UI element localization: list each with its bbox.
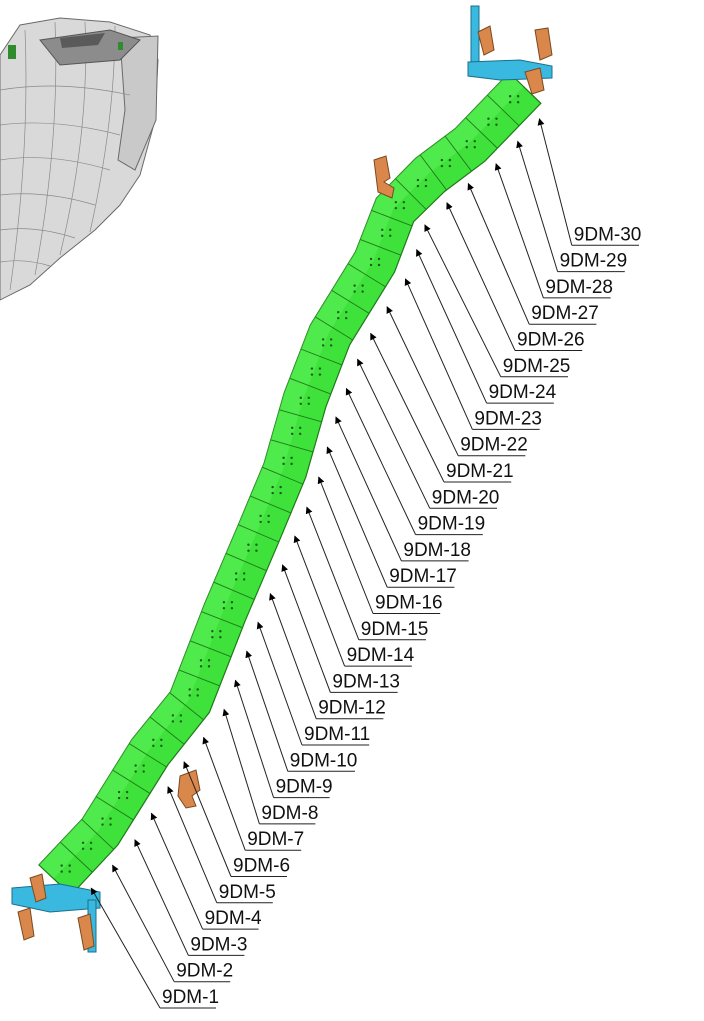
leader-arrow: [357, 358, 431, 509]
module-label: 9DM-2: [176, 961, 233, 982]
leader-arrow: [256, 621, 303, 746]
support-top: [467, 5, 553, 95]
module-label: 9DM-11: [304, 724, 370, 745]
vessel-section: [0, 17, 159, 301]
module-label: 9DM-16: [375, 593, 443, 614]
leader-arrow: [134, 839, 189, 956]
module-label: 9DM-8: [261, 803, 318, 824]
module-label: 9DM-28: [545, 277, 613, 298]
module-label: 9DM-27: [531, 303, 599, 324]
leader-arrow: [446, 202, 516, 351]
module-chain: [38, 71, 542, 896]
leader-arrow: [317, 476, 374, 614]
module-label: 9DM-14: [347, 645, 415, 666]
module-label: 9DM-5: [219, 882, 276, 903]
leader-arrow: [326, 446, 388, 588]
support-bottom: [11, 873, 101, 953]
leader-arrow: [234, 679, 275, 798]
leader-arrow: [222, 708, 260, 825]
leader-arrow: [281, 564, 331, 693]
leader-arrow: [516, 140, 559, 272]
leader-arrow: [183, 761, 232, 877]
leader-arrow: [404, 278, 473, 430]
module-label: 9DM-6: [233, 856, 290, 877]
leader-arrow: [494, 163, 544, 299]
leader-arrow: [370, 332, 445, 483]
module-label: 9DM-10: [290, 750, 358, 771]
module-label: 9DM-12: [318, 698, 386, 719]
leader-arrow: [245, 650, 289, 772]
leader-arrow: [335, 416, 402, 562]
module-label: 9DM-4: [205, 908, 262, 929]
module-label: 9DM-1: [162, 987, 219, 1008]
leader-arrow: [167, 786, 218, 903]
leader-arrow: [305, 506, 360, 640]
leader-arrow: [112, 864, 175, 982]
support-mid-upper: [373, 155, 395, 199]
module-label: 9DM-18: [403, 540, 471, 561]
leader-arrow: [345, 387, 417, 535]
module-label: 9DM-13: [332, 671, 400, 692]
support-mid-lower: [177, 769, 201, 809]
label-annotations: 9DM-1 9DM-2 9DM-3 9DM-4 9DM-5 9DM-6 9DM-7 9DM-8…: [90, 118, 642, 1009]
module-label: 9DM-9: [276, 777, 333, 798]
leader-arrow: [202, 736, 246, 851]
module-label: 9DM-20: [432, 487, 500, 508]
module-label: 9DM-25: [503, 356, 571, 377]
module-label: 9DM-29: [560, 251, 628, 272]
module-label: 9DM-30: [574, 224, 642, 245]
leader-arrow: [293, 535, 346, 667]
module-label: 9DM-22: [460, 435, 528, 456]
leader-arrow: [467, 182, 530, 325]
leader-arrow: [150, 812, 204, 930]
module-label: 9DM-3: [190, 934, 247, 955]
leader-arrow: [269, 592, 317, 719]
module-label: 9DM-21: [446, 461, 514, 482]
leader-arrow: [386, 306, 459, 456]
module-label: 9DM-17: [389, 566, 457, 587]
leader-arrow: [537, 118, 573, 246]
leader-arrow: [416, 249, 488, 404]
module-label: 9DM-7: [247, 829, 304, 850]
module-label: 9DM-19: [418, 514, 486, 535]
module-label: 9DM-26: [517, 330, 585, 351]
leader-arrow: [90, 887, 161, 1009]
leader-arrow: [424, 224, 502, 378]
module-label: 9DM-23: [474, 408, 542, 429]
module-label: 9DM-24: [489, 382, 557, 403]
module-label: 9DM-15: [361, 619, 429, 640]
